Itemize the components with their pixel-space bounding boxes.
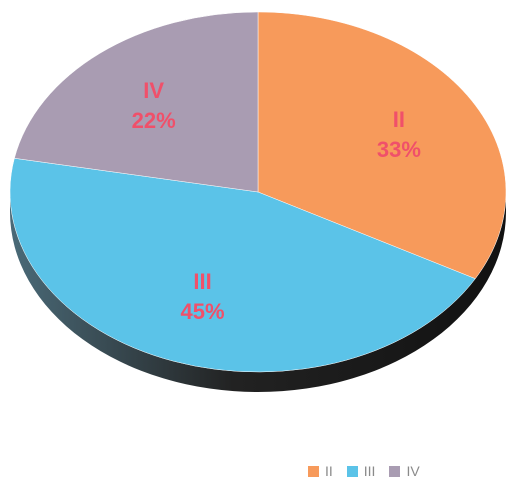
slice-value-ii: 33%	[377, 137, 421, 162]
pie-slice-iii	[9, 157, 476, 373]
slice-value-iii: 45%	[181, 299, 225, 324]
slice-label-ii: II	[393, 107, 405, 132]
pie-slice-iv	[14, 11, 259, 193]
legend-item-iv: IV	[389, 463, 420, 479]
legend-swatch-iv	[389, 465, 401, 477]
legend-item-iii: III	[346, 463, 376, 479]
pie-slice-ii	[257, 11, 507, 280]
legend-swatch-ii	[308, 465, 319, 477]
slice-value-iv: 22%	[132, 108, 176, 133]
legend-label-ii: II	[325, 463, 333, 479]
legend-item-ii: II	[308, 463, 333, 479]
legend-label-iv: IV	[406, 463, 420, 479]
legend-swatch-iii	[346, 465, 358, 477]
slice-label-iii: III	[193, 269, 211, 294]
legend: II III IV	[308, 463, 420, 479]
legend-label-iii: III	[363, 463, 376, 479]
slice-label-iv: IV	[143, 78, 164, 103]
